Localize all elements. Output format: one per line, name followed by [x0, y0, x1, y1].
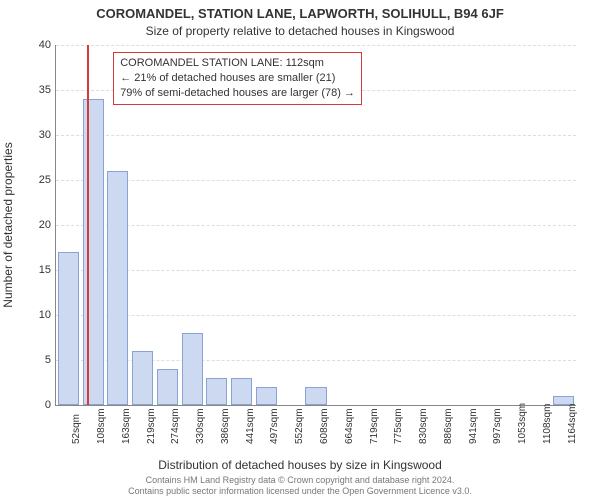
x-tick-label: 997sqm [492, 408, 503, 444]
grid-line [56, 135, 576, 136]
y-axis-label: Number of detached properties [1, 142, 15, 307]
x-tick-label: 608sqm [319, 408, 330, 444]
x-tick-label: 163sqm [121, 408, 132, 444]
histogram-bar [107, 171, 128, 405]
histogram-bar [58, 252, 79, 405]
x-tick-label: 52sqm [71, 414, 82, 444]
x-tick-label: 1164sqm [567, 404, 578, 444]
histogram-bar [206, 378, 227, 405]
histogram-bar [157, 369, 178, 405]
footer-line-2: Contains public sector information licen… [128, 486, 472, 496]
callout-line: COROMANDEL STATION LANE: 112sqm [120, 56, 355, 71]
x-tick-label: 441sqm [245, 408, 256, 444]
x-tick-label: 719sqm [369, 408, 380, 444]
x-tick-label: 664sqm [344, 408, 355, 444]
grid-line [56, 225, 576, 226]
histogram-bar [132, 351, 153, 405]
y-tick-label: 20 [31, 219, 51, 231]
y-tick-label: 0 [31, 399, 51, 411]
x-tick-label: 886sqm [443, 408, 454, 444]
x-tick-label: 386sqm [220, 408, 231, 444]
chart-title: COROMANDEL, STATION LANE, LAPWORTH, SOLI… [0, 6, 600, 21]
plot-area: 051015202530354052sqm108sqm163sqm219sqm2… [55, 45, 576, 406]
histogram-bar [182, 333, 203, 405]
callout-box: COROMANDEL STATION LANE: 112sqm← 21% of … [113, 52, 362, 105]
chart-subtitle: Size of property relative to detached ho… [0, 24, 600, 38]
y-tick-label: 25 [31, 174, 51, 186]
x-tick-label: 497sqm [269, 408, 280, 444]
histogram-bar [231, 378, 252, 405]
x-axis-label: Distribution of detached houses by size … [0, 458, 600, 472]
histogram-bar [256, 387, 277, 405]
x-tick-label: 108sqm [96, 408, 107, 444]
x-tick-label: 1053sqm [517, 403, 528, 444]
grid-line [56, 45, 576, 46]
chart-footer: Contains HM Land Registry data © Crown c… [0, 475, 600, 497]
y-tick-label: 15 [31, 264, 51, 276]
x-tick-label: 941sqm [468, 408, 479, 444]
grid-line [56, 270, 576, 271]
x-tick-label: 830sqm [418, 408, 429, 444]
y-tick-label: 30 [31, 129, 51, 141]
x-tick-label: 330sqm [195, 408, 206, 444]
callout-line: 79% of semi-detached houses are larger (… [120, 86, 355, 101]
y-tick-label: 35 [31, 84, 51, 96]
x-tick-label: 219sqm [146, 408, 157, 444]
grid-line [56, 180, 576, 181]
histogram-bar [305, 387, 326, 405]
histogram-chart: COROMANDEL, STATION LANE, LAPWORTH, SOLI… [0, 0, 600, 500]
callout-line: ← 21% of detached houses are smaller (21… [120, 71, 355, 86]
histogram-bar [83, 99, 104, 405]
y-tick-label: 5 [31, 354, 51, 366]
x-tick-label: 552sqm [294, 408, 305, 444]
property-marker-line [87, 45, 89, 405]
x-tick-label: 1108sqm [542, 404, 553, 444]
y-tick-label: 40 [31, 39, 51, 51]
x-tick-label: 775sqm [393, 408, 404, 444]
x-tick-label: 274sqm [170, 408, 181, 444]
grid-line [56, 315, 576, 316]
footer-line-1: Contains HM Land Registry data © Crown c… [146, 475, 455, 485]
y-tick-label: 10 [31, 309, 51, 321]
